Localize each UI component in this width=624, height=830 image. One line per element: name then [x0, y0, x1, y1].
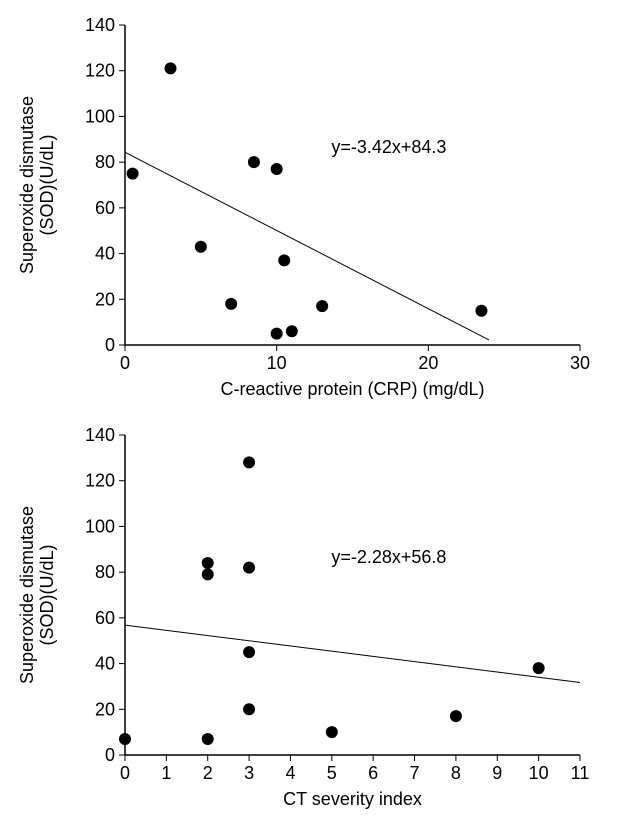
chart-ctsi-sod: 0 1 2 3 4 5 6 7 8 9 10 11 0 20 40 60 80 100 120 140 CT sever…: [15, 420, 605, 820]
x-tick-label: 10: [267, 353, 287, 373]
y-axis-label-line: Superoxide dismutase: [17, 506, 37, 684]
x-tick-label: 20: [418, 353, 438, 373]
y-tick-label: 140: [85, 15, 115, 35]
data-point: [271, 163, 283, 175]
y-axis-label-line: (SOD)(U/dL): [37, 134, 57, 235]
y-tick-label: 20: [95, 699, 115, 719]
data-point: [119, 733, 131, 745]
x-tick-label: 0: [120, 763, 130, 783]
y-tick-label: 60: [95, 198, 115, 218]
x-tick-label: 9: [492, 763, 502, 783]
x-tick-label: 4: [285, 763, 295, 783]
chart-svg: 0 1 2 3 4 5 6 7 8 9 10 11 0 20 40 60 80 100 120 140 CT sever…: [15, 420, 605, 820]
x-tick-label: 30: [570, 353, 590, 373]
x-tick-label: 3: [244, 763, 254, 783]
y-tick-label: 80: [95, 562, 115, 582]
x-tick-label: 6: [368, 763, 378, 783]
data-point: [202, 568, 214, 580]
y-tick-label: 0: [105, 745, 115, 765]
data-point: [202, 733, 214, 745]
data-point: [271, 328, 283, 340]
data-point: [202, 557, 214, 569]
x-tick-label: 2: [203, 763, 213, 783]
y-axis-label-line: (SOD)(U/dL): [37, 544, 57, 645]
data-point: [165, 62, 177, 74]
data-point: [326, 726, 338, 738]
y-tick-label: 140: [85, 425, 115, 445]
y-tick-label: 120: [85, 61, 115, 81]
equation-label: y=-2.28x+56.8: [331, 547, 446, 567]
data-point: [243, 456, 255, 468]
data-point: [243, 646, 255, 658]
data-point: [316, 300, 328, 312]
page: 0102030020406080100120140C-reactive prot…: [0, 0, 624, 830]
y-tick-label: 80: [95, 152, 115, 172]
y-axis-label-line: Superoxide dismutase: [17, 96, 37, 274]
chart-crp-sod: 0 10 20 30 0 20 40 60 80 100 120 140 C-reactive prot…: [15, 10, 605, 410]
data-point: [533, 662, 545, 674]
data-point: [286, 325, 298, 337]
x-tick-label: 5: [327, 763, 337, 783]
y-tick-label: 40: [95, 244, 115, 264]
chart-svg: 0 10 20 30 0 20 40 60 80 100 120 140 C-reactive prot…: [15, 10, 605, 410]
data-point: [225, 298, 237, 310]
data-point: [243, 703, 255, 715]
x-tick-label: 10: [529, 763, 549, 783]
data-point: [450, 710, 462, 722]
x-axis-label: CT severity index: [283, 789, 422, 809]
x-tick-label: 8: [451, 763, 461, 783]
y-tick-label: 120: [85, 471, 115, 491]
x-tick-label: 11: [571, 763, 590, 783]
data-point: [475, 305, 487, 317]
x-tick-label: 7: [410, 763, 420, 783]
y-tick-label: 40: [95, 654, 115, 674]
x-axis-label: C-reactive protein (CRP) (mg/dL): [220, 379, 484, 399]
data-point: [248, 156, 260, 168]
x-tick-label: 0: [120, 353, 130, 373]
equation-label: y=-3.42x+84.3: [331, 137, 446, 157]
y-tick-label: 100: [85, 106, 115, 126]
y-tick-label: 0: [105, 335, 115, 355]
data-point: [195, 241, 207, 253]
y-tick-label: 20: [95, 289, 115, 309]
y-tick-label: 100: [85, 516, 115, 536]
data-point: [127, 168, 139, 180]
data-point: [243, 562, 255, 574]
x-tick-label: 1: [161, 763, 171, 783]
data-point: [278, 254, 290, 266]
y-tick-label: 60: [95, 608, 115, 628]
